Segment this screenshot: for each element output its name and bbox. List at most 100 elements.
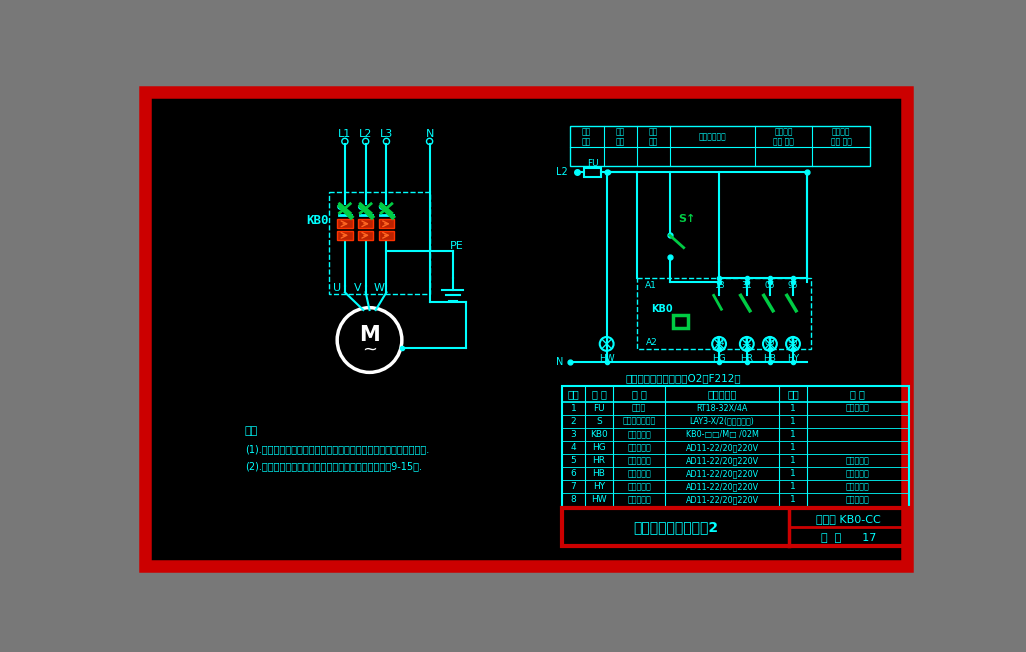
Text: HR: HR xyxy=(592,456,605,465)
Text: 电源
保护: 电源 保护 xyxy=(616,127,625,147)
Text: 1: 1 xyxy=(790,417,796,426)
Text: 14: 14 xyxy=(714,338,724,347)
Bar xyxy=(379,231,394,240)
Text: 黄色信号灯: 黄色信号灯 xyxy=(627,482,650,491)
Text: LAY3-X/2(二位复位式): LAY3-X/2(二位复位式) xyxy=(689,417,754,426)
Text: 1: 1 xyxy=(790,430,796,439)
Text: 备 注: 备 注 xyxy=(851,389,865,399)
Text: 白色信号灯: 白色信号灯 xyxy=(627,496,650,504)
Text: S: S xyxy=(596,417,602,426)
Text: 31: 31 xyxy=(742,281,752,290)
Bar xyxy=(637,278,811,349)
Text: KB0: KB0 xyxy=(306,215,328,227)
Text: M: M xyxy=(359,325,380,345)
Text: (1).本图适用于单台设备在正常工作时，采用旋钮开关就地直接控制.: (1).本图适用于单台设备在正常工作时，采用旋钮开关就地直接控制. xyxy=(245,445,429,454)
Text: RT18-32X/4A: RT18-32X/4A xyxy=(697,404,748,413)
Text: 1: 1 xyxy=(790,482,796,491)
Text: HR: HR xyxy=(741,354,753,363)
Text: 注：: 注： xyxy=(245,426,258,436)
Text: V: V xyxy=(354,284,362,293)
Text: A1: A1 xyxy=(645,281,658,290)
Text: 按客户要求: 按客户要求 xyxy=(845,496,870,504)
Text: 95: 95 xyxy=(788,281,798,290)
Text: AD11-22/20～220V: AD11-22/20～220V xyxy=(685,482,759,491)
Bar xyxy=(379,219,394,228)
Text: 型号及规格: 型号及规格 xyxy=(708,389,737,399)
Text: 符 号: 符 号 xyxy=(592,389,606,399)
Text: FU: FU xyxy=(587,159,598,168)
Text: AD11-22/20～220V: AD11-22/20～220V xyxy=(685,443,759,452)
Text: 页  号      17: 页 号 17 xyxy=(821,532,876,542)
Text: 序号: 序号 xyxy=(567,389,580,399)
Text: 电源
信号: 电源 信号 xyxy=(648,127,658,147)
Text: 熔断器: 熔断器 xyxy=(632,404,646,413)
Text: A2: A2 xyxy=(645,338,658,347)
Text: 4: 4 xyxy=(570,443,577,452)
Text: 05: 05 xyxy=(764,281,776,290)
Text: S↑: S↑ xyxy=(678,214,696,224)
Text: 7: 7 xyxy=(570,482,577,491)
Text: 2: 2 xyxy=(570,417,577,426)
Bar xyxy=(562,508,908,546)
Text: L3: L3 xyxy=(380,128,393,139)
Text: 一次
电源: 一次 电源 xyxy=(582,127,591,147)
Text: 13: 13 xyxy=(714,281,724,290)
Text: (2).控制保护器的选量由工程师计决定，详见本图集第9-15页.: (2).控制保护器的选量由工程师计决定，详见本图集第9-15页. xyxy=(245,462,422,471)
Text: 辅助信号
运行 停止: 辅助信号 运行 停止 xyxy=(773,127,794,147)
Text: 本接线方案辅助触头为O2（F212）: 本接线方案辅助触头为O2（F212） xyxy=(626,374,742,383)
Text: 带断路指示: 带断路指示 xyxy=(845,404,870,413)
Text: AD11-22/20～220V: AD11-22/20～220V xyxy=(685,469,759,478)
Text: ~: ~ xyxy=(362,340,377,359)
Text: 报警信号
超载 失载: 报警信号 超载 失载 xyxy=(831,127,852,147)
Text: 1: 1 xyxy=(790,496,796,504)
Bar xyxy=(584,168,600,177)
Text: HB: HB xyxy=(593,469,605,478)
Text: 按客户要求: 按客户要求 xyxy=(845,456,870,465)
Text: 基本方案控制电路图2: 基本方案控制电路图2 xyxy=(633,520,718,534)
Text: 旋、带复归开关: 旋、带复归开关 xyxy=(623,417,656,426)
Bar xyxy=(338,231,353,240)
Text: 06: 06 xyxy=(764,338,776,347)
Bar xyxy=(562,386,908,508)
Text: 1: 1 xyxy=(790,469,796,478)
Bar xyxy=(673,316,688,328)
Bar xyxy=(358,219,373,228)
Text: HW: HW xyxy=(599,354,615,363)
Text: 控制保护器: 控制保护器 xyxy=(627,430,650,439)
Text: KB0: KB0 xyxy=(652,304,673,314)
Text: 名 称: 名 称 xyxy=(632,389,646,399)
Text: 96: 96 xyxy=(788,338,798,347)
Text: N: N xyxy=(426,128,434,139)
Text: HB: HB xyxy=(763,354,777,363)
Text: FU: FU xyxy=(593,404,604,413)
Text: 1: 1 xyxy=(790,456,796,465)
Bar xyxy=(358,231,373,240)
Text: AD11-22/20～220V: AD11-22/20～220V xyxy=(685,496,759,504)
Text: L1: L1 xyxy=(339,128,352,139)
Text: W: W xyxy=(373,284,385,293)
Text: 1: 1 xyxy=(570,404,577,413)
Text: 6: 6 xyxy=(570,469,577,478)
Text: 就地手动控制: 就地手动控制 xyxy=(699,132,726,141)
Text: 蓝色信号灯: 蓝色信号灯 xyxy=(627,469,650,478)
Text: AD11-22/20～220V: AD11-22/20～220V xyxy=(685,456,759,465)
Bar xyxy=(338,219,353,228)
Text: HW: HW xyxy=(591,496,606,504)
Text: U: U xyxy=(333,284,342,293)
Text: L2: L2 xyxy=(359,128,372,139)
Text: L2: L2 xyxy=(556,167,568,177)
Text: 1: 1 xyxy=(790,404,796,413)
Text: 红色信号灯: 红色信号灯 xyxy=(627,456,650,465)
Text: 1: 1 xyxy=(790,443,796,452)
Text: 按客户要求: 按客户要求 xyxy=(845,482,870,491)
Text: 图集号 KB0-CC: 图集号 KB0-CC xyxy=(817,514,881,524)
Text: 3: 3 xyxy=(570,430,577,439)
Text: N: N xyxy=(556,357,563,366)
Text: 数量: 数量 xyxy=(787,389,799,399)
Text: PE: PE xyxy=(449,241,464,251)
Text: HY: HY xyxy=(593,482,605,491)
Text: HG: HG xyxy=(712,354,726,363)
Bar xyxy=(329,192,430,294)
Text: HY: HY xyxy=(787,354,799,363)
Text: 5: 5 xyxy=(570,456,577,465)
